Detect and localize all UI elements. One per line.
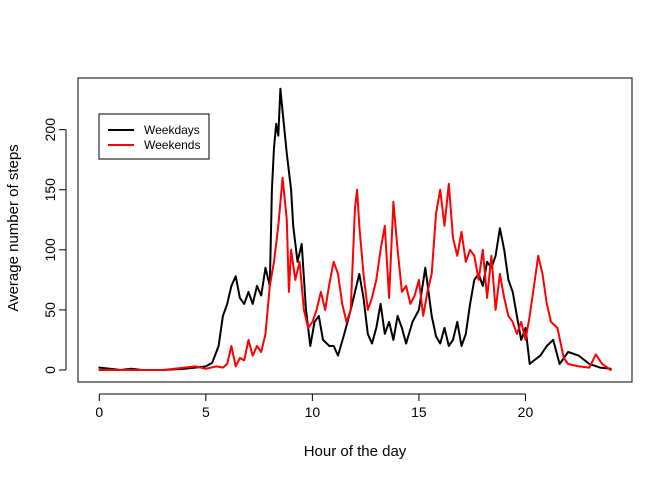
x-axis-title: Hour of the day	[304, 443, 407, 460]
y-tick-label: 100	[42, 238, 58, 262]
y-axis-title: Average number of steps	[5, 144, 22, 311]
legend-label: Weekends	[144, 138, 200, 152]
y-tick-label: 150	[42, 178, 58, 202]
x-axis: 0 5 10 15 20	[95, 393, 534, 420]
y-tick-label: 0	[42, 366, 58, 374]
x-tick-label: 5	[202, 404, 210, 420]
series-layer	[98, 87, 612, 371]
legend-label: Weekdays	[144, 123, 200, 137]
series-line-weekends	[98, 176, 612, 371]
plot-box	[77, 77, 633, 383]
y-tick-label: 200	[42, 118, 58, 142]
x-tick-label: 10	[305, 404, 321, 420]
plot-area-frame	[77, 77, 633, 383]
x-tick-label: 0	[95, 404, 103, 420]
x-tick-label: 15	[411, 404, 427, 420]
x-tick-label: 20	[518, 404, 534, 420]
legend-box	[98, 113, 210, 160]
y-tick-label: 50	[42, 302, 58, 318]
series-line-weekdays	[98, 87, 612, 371]
y-axis: 0 50 100 150 200	[42, 118, 67, 374]
